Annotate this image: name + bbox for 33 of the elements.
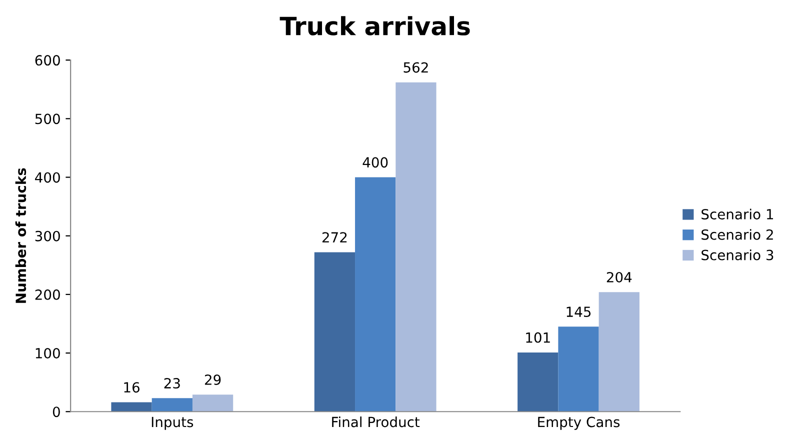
y-tick-label: 200	[35, 289, 60, 300]
y-tick-label: 0	[52, 406, 60, 418]
bar	[192, 394, 234, 412]
y-tick-label: 400	[35, 172, 60, 183]
data-label: 101	[526, 332, 550, 343]
x-tick-label: Inputs	[152, 416, 194, 430]
y-tick-label: 100	[36, 348, 60, 359]
data-label: 16	[124, 382, 140, 393]
x-tick-label: Empty Cans	[538, 416, 620, 430]
y-tick-label: 300	[35, 230, 60, 242]
bar	[111, 402, 152, 412]
bar	[558, 326, 599, 412]
data-label: 400	[362, 157, 388, 168]
x-tick-label: Final Product	[332, 416, 420, 428]
y-tick-label: 500	[35, 114, 60, 124]
data-label: 23	[164, 378, 180, 389]
data-label: 562	[404, 62, 428, 73]
data-label: 204	[606, 272, 632, 282]
bar	[314, 252, 356, 412]
chart-title: Truck arrivals	[280, 16, 470, 36]
bar	[396, 82, 436, 412]
bar	[598, 292, 640, 412]
data-label: 145	[566, 306, 591, 318]
legend-label: Scenario 3	[702, 250, 774, 260]
legend-label: Scenario 1	[702, 208, 774, 220]
data-label: 272	[322, 232, 347, 242]
data-label: 29	[204, 374, 221, 385]
bar	[518, 352, 558, 412]
bar	[355, 177, 396, 412]
y-axis-title: Number of trucks	[15, 168, 26, 303]
bar	[152, 398, 192, 412]
y-tick-label: 600	[35, 55, 60, 66]
legend-label: Scenario 2	[702, 229, 773, 240]
